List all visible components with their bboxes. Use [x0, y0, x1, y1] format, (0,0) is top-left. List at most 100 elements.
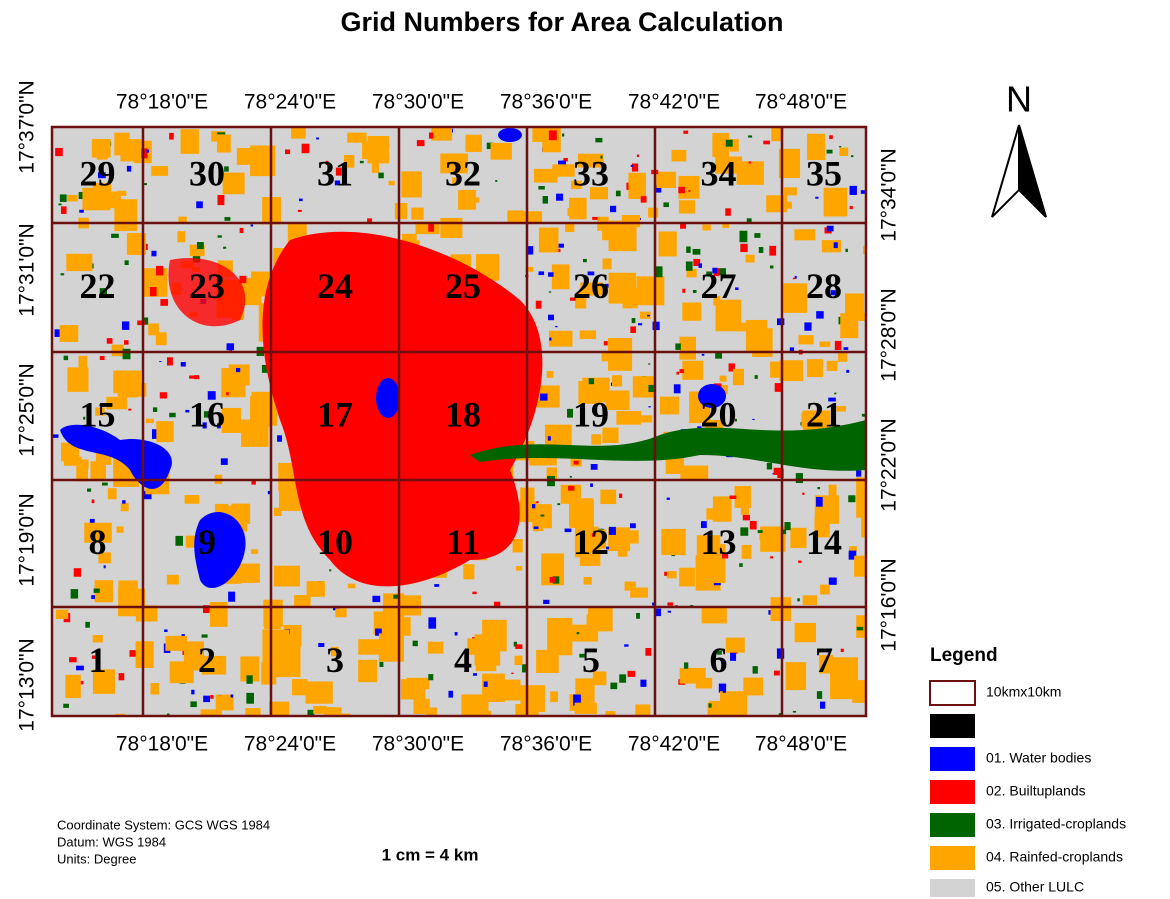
- land-cover-patch: [547, 371, 554, 378]
- longitude-label: 78°36'0"E: [500, 733, 592, 756]
- land-cover-patch: [175, 536, 183, 546]
- legend-swatch: [930, 780, 975, 804]
- legend-swatch: [930, 747, 975, 771]
- land-cover-patch: [740, 244, 747, 252]
- land-cover-patch: [536, 501, 539, 503]
- land-cover-patch: [74, 568, 81, 577]
- land-cover-patch: [218, 235, 222, 237]
- land-cover-patch: [61, 273, 65, 275]
- land-cover-patch: [850, 186, 857, 195]
- land-cover-patch: [291, 127, 306, 138]
- land-cover-patch: [693, 249, 701, 255]
- land-cover-patch: [807, 359, 823, 377]
- land-cover-patch: [389, 181, 395, 186]
- land-cover-patch: [627, 530, 639, 543]
- land-cover-patch: [100, 356, 105, 360]
- north-arrow: N: [992, 79, 1046, 217]
- land-cover-patch: [94, 589, 100, 593]
- land-cover-patch: [251, 549, 258, 554]
- land-cover-patch: [637, 155, 639, 158]
- land-cover-patch: [595, 138, 602, 142]
- land-cover-patch: [210, 695, 213, 699]
- land-cover-patch: [763, 141, 770, 145]
- latitude-label: 17°25'0"N: [16, 363, 39, 456]
- land-cover-patch: [178, 217, 186, 223]
- land-cover-patch: [702, 606, 727, 623]
- land-cover-patch: [520, 685, 545, 712]
- title: Grid Numbers for Area Calculation: [340, 7, 783, 37]
- land-cover-patch: [648, 406, 650, 407]
- land-cover-patch: [223, 247, 226, 249]
- land-cover-patch: [226, 392, 228, 395]
- land-cover-patch: [119, 673, 125, 680]
- cell-number: 28: [806, 266, 842, 306]
- cell-number: 18: [445, 394, 481, 434]
- land-cover-patch: [834, 242, 838, 248]
- cell-number: 32: [445, 153, 481, 193]
- land-cover-patch: [482, 620, 507, 652]
- land-cover-patch: [817, 691, 822, 699]
- legend-swatch: [930, 813, 975, 837]
- land-cover-patch: [609, 527, 616, 535]
- land-cover-patch: [229, 364, 250, 385]
- land-cover-patch: [759, 533, 766, 540]
- lake: [376, 378, 400, 418]
- land-cover-patch: [123, 349, 131, 359]
- land-cover-patch: [237, 148, 254, 165]
- land-cover-patch: [55, 329, 60, 337]
- land-cover-patch: [703, 576, 714, 586]
- land-cover-patch: [473, 673, 477, 676]
- land-cover-patch: [661, 529, 685, 555]
- longitude-label: 78°30'0"E: [372, 733, 464, 756]
- land-cover-patch: [656, 172, 676, 188]
- land-cover-patch: [840, 313, 858, 338]
- land-cover-patch: [428, 617, 436, 628]
- land-cover-patch: [550, 691, 558, 702]
- cell-number: 4: [454, 640, 472, 680]
- land-cover-patch: [741, 507, 749, 515]
- north-label: N: [1006, 79, 1032, 120]
- land-cover-patch: [739, 563, 743, 567]
- land-cover-patch: [262, 630, 289, 670]
- land-cover-patch: [532, 504, 535, 508]
- land-cover-patch: [862, 414, 865, 417]
- land-cover-patch: [428, 642, 444, 654]
- land-cover-patch: [638, 323, 642, 325]
- land-cover-patch: [748, 135, 752, 137]
- land-cover-patch: [848, 495, 855, 502]
- land-cover-patch: [793, 278, 795, 279]
- land-cover-patch: [702, 354, 705, 356]
- land-cover-patch: [680, 369, 684, 373]
- land-cover-patch: [251, 224, 253, 226]
- land-cover-patch: [92, 500, 95, 504]
- longitude-label: 78°24'0"E: [244, 91, 336, 114]
- land-cover-patch: [372, 163, 379, 173]
- land-cover-patch: [570, 476, 572, 478]
- land-cover-patch: [752, 419, 754, 420]
- land-cover-patch: [693, 290, 697, 293]
- land-cover-patch: [648, 208, 658, 218]
- land-cover-patch: [648, 363, 650, 364]
- coordinate-note: Coordinate System: GCS WGS 1984: [57, 817, 270, 832]
- cell-number: 20: [701, 394, 737, 434]
- land-cover-patch: [169, 133, 174, 140]
- land-cover-patch: [543, 600, 549, 604]
- land-cover-patch: [164, 629, 167, 632]
- land-cover-patch: [829, 578, 837, 585]
- land-cover-patch: [786, 662, 807, 690]
- land-cover-patch: [746, 255, 755, 263]
- legend-label: 05. Other LULC: [986, 879, 1084, 895]
- latitude-label: 17°37'0"N: [16, 80, 39, 173]
- land-cover-patch: [151, 251, 156, 257]
- land-cover-patch: [153, 407, 157, 412]
- land-cover-patch: [543, 196, 548, 204]
- land-cover-patch: [684, 662, 688, 668]
- land-cover-patch: [197, 242, 204, 249]
- land-cover-patch: [181, 129, 199, 154]
- land-cover-patch: [463, 564, 474, 579]
- cell-number: 16: [189, 394, 225, 434]
- land-cover-patch: [201, 709, 222, 729]
- land-cover-patch: [733, 369, 744, 385]
- land-cover-patch: [121, 503, 129, 511]
- cell-number: 2: [198, 640, 216, 680]
